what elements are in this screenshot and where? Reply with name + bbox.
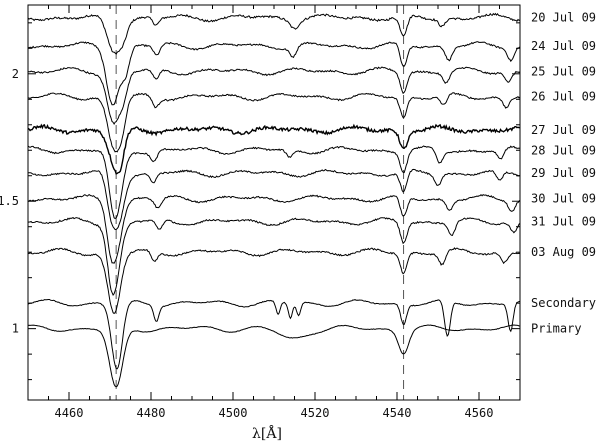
series-24-jul-09 <box>27 41 521 106</box>
series-label-29-jul-09: 29 Jul 09 <box>531 166 596 180</box>
series-primary <box>27 324 521 388</box>
series-label-27-jul-09: 27 Jul 09 <box>531 123 596 137</box>
x-tick-label: 4460 <box>55 406 84 420</box>
series-03-aug-09 <box>27 247 521 315</box>
series-label-26-jul-09: 26 Jul 09 <box>531 90 596 104</box>
y-tick-label: 1 <box>12 322 19 336</box>
series-29-jul-09 <box>27 168 521 230</box>
series-label-25-jul-09: 25 Jul 09 <box>531 64 596 78</box>
x-tick-label: 4540 <box>383 406 412 420</box>
series-28-jul-09 <box>27 145 521 220</box>
spectra-series <box>27 12 521 388</box>
y-tick-label: 1.5 <box>0 194 19 208</box>
x-axis-label: λ[Å] <box>252 424 282 442</box>
series-label-primary: Primary <box>531 322 582 336</box>
x-tick-label: 4560 <box>465 406 494 420</box>
series-label-24-jul-09: 24 Jul 09 <box>531 39 596 53</box>
series-secondary <box>27 299 521 370</box>
series-label-31-jul-09: 31 Jul 09 <box>531 215 596 229</box>
x-tick-label: 4480 <box>137 406 166 420</box>
series-26-jul-09 <box>27 92 521 153</box>
series-30-jul-09 <box>27 193 521 264</box>
series-label-28-jul-09: 28 Jul 09 <box>531 143 596 157</box>
plot-area <box>115 5 405 400</box>
plot-frame <box>27 4 521 401</box>
series-label-30-jul-09: 30 Jul 09 <box>531 192 596 206</box>
series-label-secondary: Secondary <box>531 296 596 310</box>
series-25-jul-09 <box>27 66 521 126</box>
series-labels: 20 Jul 09 24 Jul 09 25 Jul 09 26 Jul 09 27 J… <box>531 11 596 336</box>
series-31-jul-09 <box>27 217 521 296</box>
x-tick-label: 4520 <box>301 406 330 420</box>
series-27-jul-09 <box>27 123 521 175</box>
x-tick-label: 4500 <box>219 406 248 420</box>
series-20-jul-09 <box>27 12 521 55</box>
y-tick-label: 2 <box>12 67 19 81</box>
series-label-20-jul-09: 20 Jul 09 <box>531 11 596 25</box>
series-label-03-aug-09: 03 Aug 09 <box>531 245 596 259</box>
axes: 4460 4480 4500 4520 4540 4560 1 1.5 2 <box>0 4 521 420</box>
